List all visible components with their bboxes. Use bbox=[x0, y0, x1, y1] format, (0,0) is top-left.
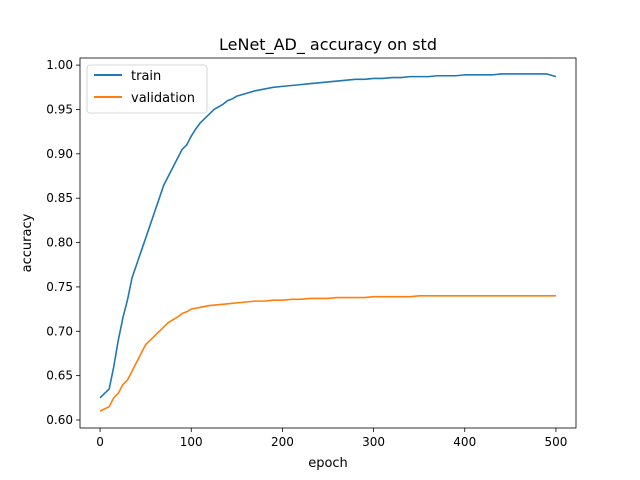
y-tick-label: 1.00 bbox=[46, 58, 73, 72]
y-axis-label: accuracy bbox=[20, 213, 35, 272]
x-tick-label: 200 bbox=[271, 435, 294, 449]
series-line-train bbox=[99, 73, 557, 399]
legend-frame bbox=[86, 64, 208, 114]
x-tick-label: 100 bbox=[180, 435, 203, 449]
x-tick-label: 0 bbox=[96, 435, 104, 449]
chart-title: LeNet_AD_ accuracy on std bbox=[219, 35, 437, 55]
x-tick-label: 400 bbox=[453, 435, 476, 449]
y-tick-label: 0.70 bbox=[46, 324, 73, 338]
x-tick-label: 500 bbox=[544, 435, 567, 449]
y-tick-label: 0.65 bbox=[46, 369, 73, 383]
plot-frame bbox=[79, 57, 577, 429]
x-axis-label: epoch bbox=[308, 456, 348, 471]
legend: train validation bbox=[86, 64, 208, 114]
y-tick-label: 0.75 bbox=[46, 280, 73, 294]
y-tick-label: 0.90 bbox=[46, 147, 73, 161]
x-axis: 0 100 200 300 400 500 bbox=[96, 428, 567, 449]
legend-label-train: train bbox=[131, 69, 161, 84]
y-tick-label: 0.80 bbox=[46, 236, 73, 250]
series-layer bbox=[99, 73, 557, 412]
x-tick-label: 300 bbox=[362, 435, 385, 449]
y-tick-label: 0.60 bbox=[46, 413, 73, 427]
legend-label-validation: validation bbox=[131, 91, 195, 106]
series-line-validation bbox=[99, 294, 556, 412]
plot-area bbox=[79, 57, 577, 429]
y-tick-label: 0.95 bbox=[46, 102, 73, 116]
y-tick-label: 0.85 bbox=[46, 191, 73, 205]
y-axis: 0.60 0.65 0.70 0.75 0.80 0.85 0.90 0.95 1.00 bbox=[46, 58, 80, 427]
